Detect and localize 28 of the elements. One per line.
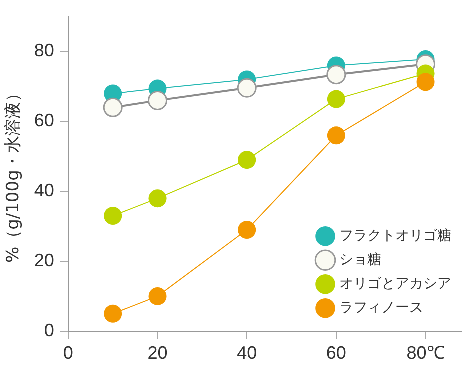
y-tick-label: 0 bbox=[44, 320, 54, 340]
point bbox=[327, 126, 346, 145]
point bbox=[148, 287, 167, 306]
x-tick-label: 0 bbox=[63, 343, 74, 364]
x-tick-label: 40 bbox=[237, 343, 258, 364]
point bbox=[416, 73, 435, 92]
legend-label: ショ糖 bbox=[340, 252, 382, 268]
point bbox=[148, 90, 168, 110]
point bbox=[326, 65, 346, 85]
y-tick-label: 80 bbox=[34, 40, 54, 61]
point bbox=[104, 304, 122, 323]
y-tick-label: 60 bbox=[34, 110, 54, 131]
x-tick-label: 60 bbox=[326, 343, 346, 364]
point bbox=[238, 151, 256, 170]
point bbox=[238, 221, 256, 240]
y-axis-title: %（g/100g・水溶液） bbox=[4, 85, 24, 264]
point bbox=[237, 78, 257, 98]
x-tick-label: 20 bbox=[148, 343, 168, 364]
y-tick-label: 20 bbox=[34, 250, 54, 270]
point bbox=[103, 98, 123, 118]
legend-label: ラフィノース bbox=[340, 300, 424, 316]
point bbox=[327, 90, 346, 108]
legend-label: フラクトオリゴ糖 bbox=[340, 228, 452, 244]
x-tick-label: 80℃ bbox=[406, 343, 445, 364]
point bbox=[148, 190, 167, 208]
legend-label: オリゴとアカシア bbox=[340, 276, 452, 292]
y-tick-label: 40 bbox=[34, 180, 54, 201]
point bbox=[104, 207, 122, 226]
